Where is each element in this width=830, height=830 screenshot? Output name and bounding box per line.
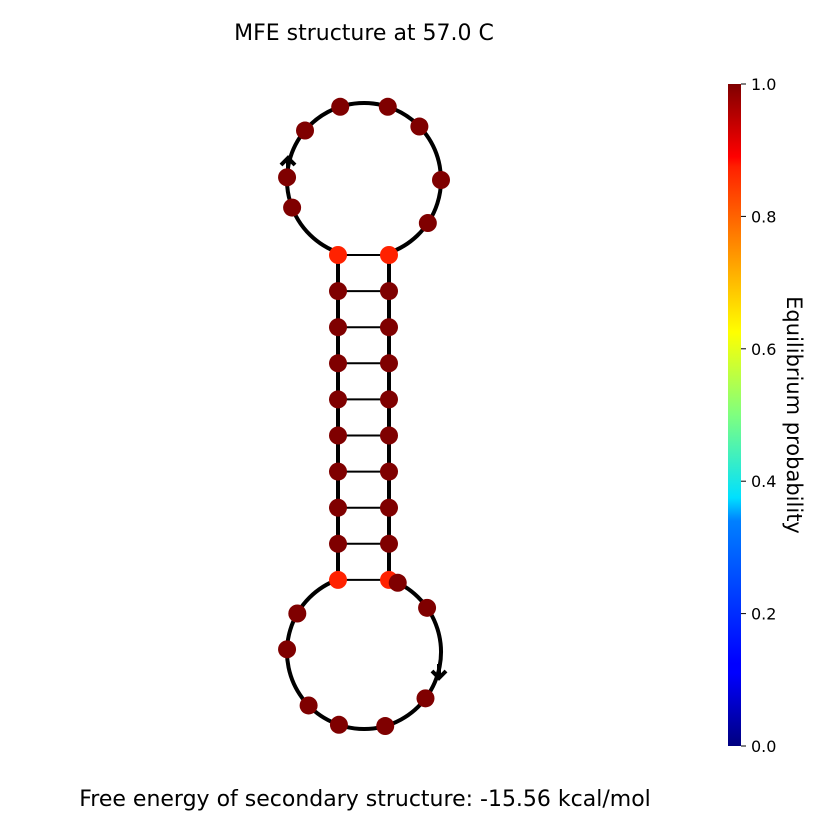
nucleotide bbox=[380, 282, 398, 301]
nucleotide bbox=[331, 97, 350, 116]
nucleotide bbox=[283, 198, 302, 217]
colorbar-tick-label: 0.2 bbox=[751, 605, 776, 624]
free-energy-footer: Free energy of secondary structure: -15.… bbox=[79, 787, 651, 812]
base-pair-bonds bbox=[338, 254, 389, 581]
strand-backbone bbox=[285, 101, 443, 731]
nucleotide bbox=[278, 640, 297, 659]
nucleotide bbox=[329, 246, 347, 264]
colorbar: 0.0 0.2 0.4 0.6 0.8 1.0 Equilibrium probabili… bbox=[728, 75, 806, 756]
nucleotides bbox=[278, 97, 450, 736]
nucleotide bbox=[329, 318, 347, 337]
nucleotide bbox=[380, 318, 398, 337]
nucleotide bbox=[329, 354, 347, 373]
nucleotide bbox=[278, 168, 297, 187]
nucleotide bbox=[432, 171, 450, 189]
nucleotide bbox=[380, 534, 398, 553]
nucleotide bbox=[299, 696, 318, 715]
nucleotide bbox=[380, 462, 398, 481]
figure-title: MFE structure at 57.0 C bbox=[234, 21, 494, 46]
nucleotide bbox=[329, 462, 347, 481]
nucleotide bbox=[380, 354, 398, 373]
nucleotide bbox=[380, 246, 398, 264]
nucleotide bbox=[380, 498, 398, 517]
colorbar-label: Equilibrium probability bbox=[782, 296, 806, 534]
colorbar-tick-label: 1.0 bbox=[751, 75, 776, 94]
nucleotide bbox=[416, 689, 435, 708]
colorbar-tick-label: 0.0 bbox=[751, 737, 776, 756]
colorbar-tick-label: 0.6 bbox=[751, 340, 776, 359]
nucleotide bbox=[376, 717, 395, 736]
nucleotide bbox=[378, 97, 397, 116]
nucleotide bbox=[329, 715, 348, 734]
strand-end-arrow bbox=[430, 664, 448, 681]
nucleotide bbox=[288, 604, 307, 623]
colorbar-tick-label: 0.8 bbox=[751, 207, 776, 226]
nucleotide bbox=[380, 390, 398, 409]
nucleotide bbox=[296, 121, 315, 140]
nucleotide bbox=[418, 598, 437, 617]
nucleotide bbox=[410, 117, 429, 136]
colorbar-gradient bbox=[728, 84, 741, 746]
nucleotide bbox=[329, 534, 347, 553]
rna-secondary-structure bbox=[278, 97, 450, 736]
nucleotide bbox=[418, 214, 437, 233]
nucleotide bbox=[329, 426, 347, 445]
end-loop-bottom bbox=[285, 577, 443, 731]
nucleotide bbox=[329, 498, 347, 517]
nucleotide bbox=[388, 573, 407, 592]
nucleotide bbox=[329, 390, 347, 409]
colorbar-ticks: 0.0 0.2 0.4 0.6 0.8 1.0 bbox=[741, 75, 776, 756]
colorbar-tick-label: 0.4 bbox=[751, 472, 776, 491]
nucleotide bbox=[380, 426, 398, 445]
nucleotide bbox=[329, 570, 347, 589]
nucleotide bbox=[329, 282, 347, 301]
strand-direction-arrows bbox=[279, 155, 448, 681]
